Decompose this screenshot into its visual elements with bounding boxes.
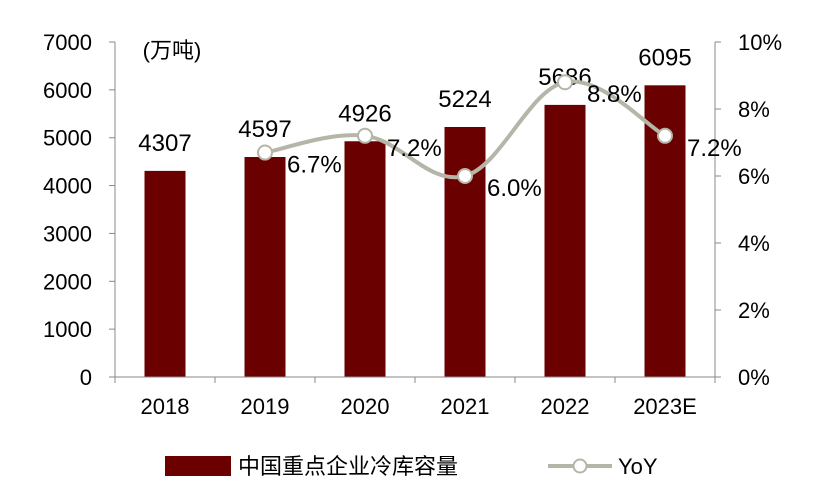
left-tick-label: 4000 (43, 174, 92, 199)
line-series: 6.7% 7.2% 6.0% 8.8% 7.2% (257, 74, 742, 202)
left-tick-label: 3000 (43, 221, 92, 246)
bar-value-label: 4926 (338, 100, 391, 127)
yoy-marker (557, 74, 573, 91)
bar (544, 104, 586, 378)
bar (244, 157, 286, 377)
left-tick-label: 0 (80, 365, 92, 390)
bar-series (144, 85, 686, 378)
left-y-axis: 0 1000 2000 3000 4000 5000 6000 7000 (43, 30, 116, 390)
x-tick-label: 2018 (141, 394, 190, 419)
yoy-marker (257, 144, 273, 161)
right-tick-label: 4% (738, 231, 770, 256)
right-tick-label: 2% (738, 298, 770, 323)
bar (344, 141, 386, 377)
legend-label-line: YoY (618, 454, 658, 479)
yoy-marker (357, 127, 373, 144)
yoy-marker (657, 127, 673, 144)
legend: 中国重点企业冷库容量 YoY (165, 454, 658, 479)
yoy-value-label: 6.0% (487, 175, 542, 202)
yoy-value-label: 8.8% (587, 81, 642, 108)
x-axis: 2018 2019 2020 2021 2022 2023E (114, 377, 716, 419)
left-tick-label: 2000 (43, 269, 92, 294)
legend-label-bar: 中国重点企业冷库容量 (238, 454, 458, 479)
x-tick-label: 2022 (541, 394, 590, 419)
yoy-marker (457, 168, 473, 184)
x-tick-label: 2020 (341, 394, 390, 419)
bar-value-label: 6095 (638, 44, 691, 71)
legend-swatch-bar (165, 456, 231, 476)
yoy-value-label: 6.7% (287, 152, 342, 179)
right-tick-label: 0% (738, 365, 770, 390)
bar-value-label: 4597 (238, 116, 291, 143)
unit-label: (万吨) (143, 38, 202, 63)
left-tick-label: 6000 (43, 78, 92, 103)
left-tick-label: 5000 (43, 126, 92, 151)
x-tick-label: 2019 (241, 394, 290, 419)
bar-value-label: 4307 (138, 130, 191, 157)
right-y-axis: 0% 2% 4% 6% 8% 10% (714, 30, 782, 390)
left-tick-label: 1000 (43, 317, 92, 342)
left-tick-label: 7000 (43, 30, 92, 55)
x-tick-label: 2021 (441, 394, 490, 419)
right-tick-label: 6% (738, 164, 770, 189)
bar (144, 170, 186, 377)
x-tick-label: 2023E (633, 394, 697, 419)
right-tick-label: 8% (738, 97, 770, 122)
bar-value-label: 5224 (438, 86, 491, 113)
yoy-value-label: 7.2% (687, 135, 742, 162)
bar (444, 126, 486, 377)
right-tick-label: 10% (738, 30, 782, 55)
legend-marker (572, 458, 588, 474)
yoy-value-label: 7.2% (387, 135, 442, 162)
